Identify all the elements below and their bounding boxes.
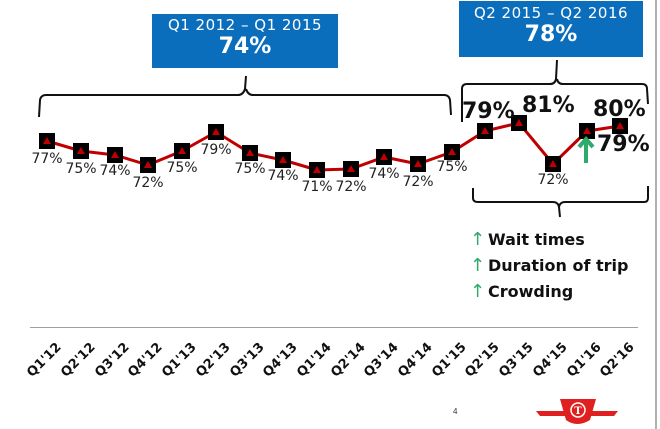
reason-item: ↑ Wait times — [470, 227, 628, 253]
data-label: 75% — [234, 161, 266, 177]
data-label-large: 81% — [522, 93, 575, 118]
data-label: 74% — [99, 163, 131, 179]
up-arrow-icon: ↑ — [470, 255, 486, 276]
brace-period-1 — [38, 75, 452, 118]
green-up-arrow-icon — [577, 135, 595, 163]
up-arrow-icon: ↑ — [470, 281, 486, 302]
data-label-large: 79% — [462, 99, 515, 124]
data-label: 75% — [436, 159, 468, 175]
brace-period-2 — [461, 59, 649, 122]
reason-text: Duration of trip — [488, 256, 629, 275]
reasons-list: ↑ Wait times ↑ Duration of trip ↑ Crowdi… — [470, 227, 628, 305]
data-label: 71% — [301, 179, 333, 195]
reason-text: Wait times — [488, 230, 585, 249]
callout-range: Q1 2012 – Q1 2015 — [167, 16, 323, 34]
data-label: 72% — [537, 172, 569, 188]
series-markers — [39, 115, 628, 178]
data-label-large: 80% — [593, 97, 646, 122]
ttc-logo-icon: T — [536, 399, 618, 424]
data-label: 75% — [166, 160, 198, 176]
data-label: 79% — [200, 142, 232, 158]
svg-text:T: T — [574, 406, 582, 417]
data-label: 74% — [267, 168, 299, 184]
slide-edge-divider — [655, 0, 657, 429]
data-label-large: 79% — [597, 132, 650, 157]
series-line — [46, 121, 621, 172]
callout-period-2: Q2 2015 – Q2 2016 78% — [459, 1, 643, 57]
reason-item: ↑ Crowding — [470, 279, 628, 305]
callout-value: 78% — [524, 22, 578, 47]
callout-value: 74% — [218, 34, 272, 59]
data-label: 72% — [335, 179, 367, 195]
up-arrow-icon: ↑ — [470, 229, 486, 250]
page-number: 4 — [453, 407, 458, 416]
callout-range: Q2 2015 – Q2 2016 — [473, 4, 629, 22]
x-axis-line — [30, 327, 638, 328]
data-label: 72% — [402, 174, 434, 190]
data-label: 74% — [368, 166, 400, 182]
data-label: 75% — [65, 161, 97, 177]
reason-text: Crowding — [488, 282, 574, 301]
callout-period-1: Q1 2012 – Q1 2015 74% — [152, 14, 338, 68]
brace-reasons — [472, 186, 649, 218]
data-label: 72% — [132, 175, 164, 191]
reason-item: ↑ Duration of trip — [470, 253, 628, 279]
data-label: 77% — [31, 151, 63, 167]
